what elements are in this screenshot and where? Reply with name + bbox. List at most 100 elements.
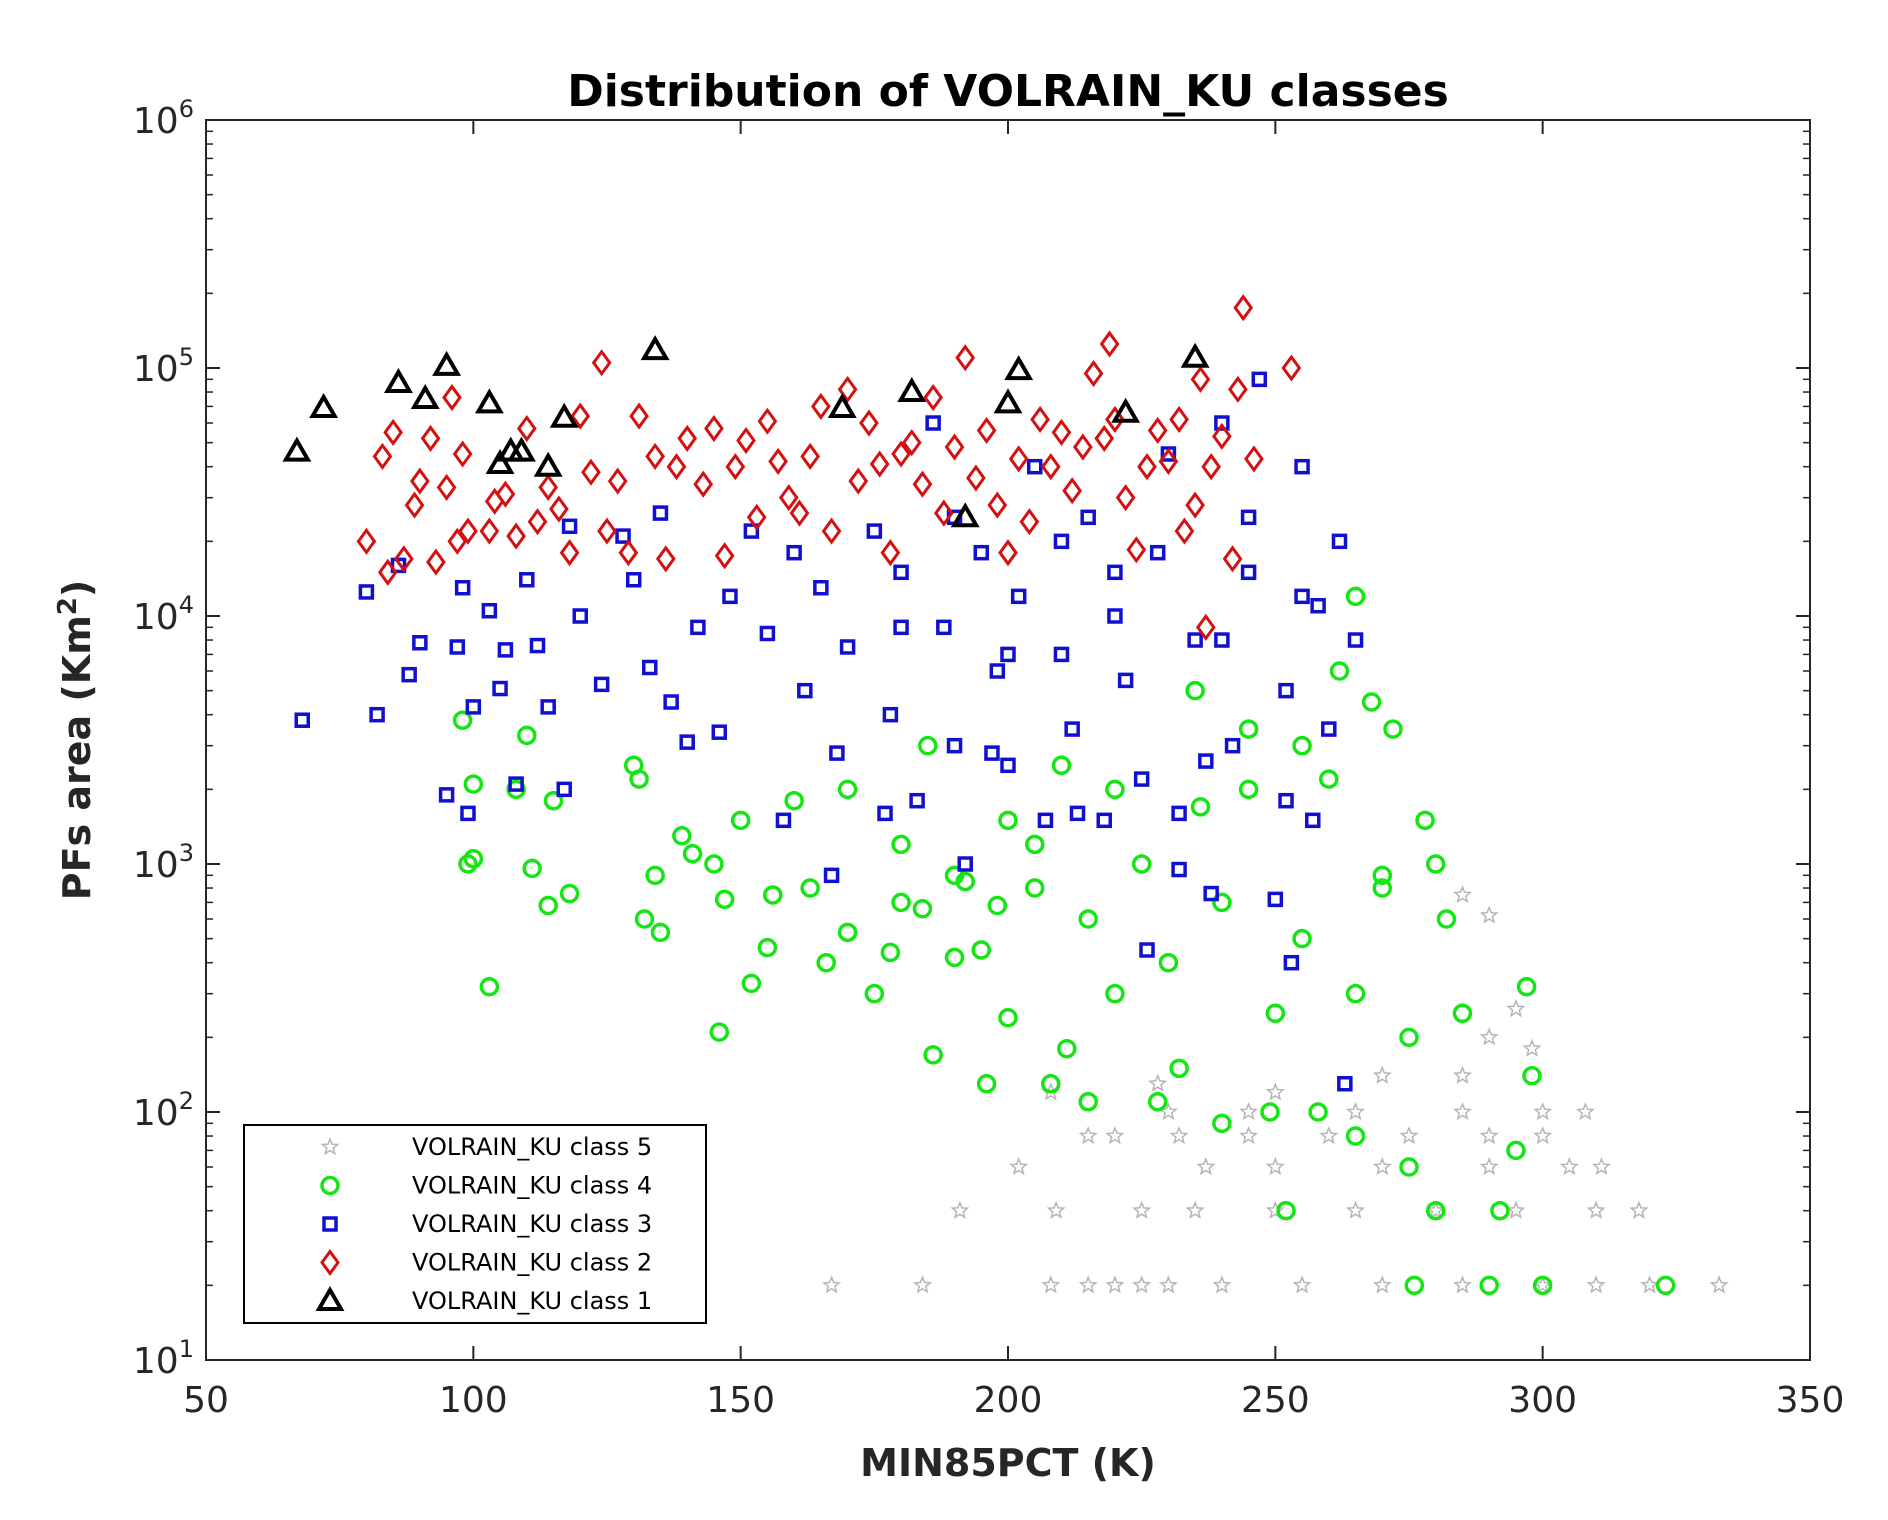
data-point-circle [1372,878,1393,898]
data-point-triangle [474,388,504,414]
data-point-diamond [848,467,869,495]
data-point-diamond [1147,416,1168,444]
data-point-circle [1452,1003,1473,1024]
series-square [294,371,1364,1092]
data-point-star [950,1200,970,1219]
data-point-star [1586,1200,1606,1219]
data-point-square [1240,509,1257,526]
data-point-star [1506,999,1526,1018]
data-point-square [722,588,738,605]
data-point-diamond [549,495,569,523]
data-point-diamond [1174,517,1195,545]
data-point-circle [1185,680,1205,701]
data-point-circle [1238,719,1259,739]
data-point-star [1196,1156,1216,1176]
data-point-star [1479,1125,1499,1145]
series-star [822,884,1729,1294]
data-point-square [1026,458,1043,475]
data-point-star [1345,1200,1366,1219]
data-point-circle [1425,1200,1446,1221]
data-point-triangle [309,392,339,418]
data-point-star [1132,1200,1152,1219]
data-point-diamond [645,442,665,470]
legend-label: VOLRAIN_KU class 5 [412,1133,652,1161]
data-point-diamond [693,470,714,498]
data-point-circle [1078,1091,1098,1112]
data-point-diamond [1126,536,1147,564]
data-point-circle [891,834,911,855]
data-point-diamond [1137,453,1157,481]
data-point-square [1139,942,1155,958]
data-point-star [1533,1125,1553,1145]
data-point-square [1069,805,1086,822]
data-point-square [1053,533,1070,550]
data-point-diamond [458,517,478,545]
data-point-square [984,745,1000,761]
data-point-circle [1490,1200,1510,1221]
data-point-square [1337,1075,1353,1092]
series-circle [452,586,1676,1296]
data-point-star [1372,1065,1392,1084]
data-point-circle [629,769,649,789]
data-point-square [893,564,909,581]
legend-label: VOLRAIN_KU class 1 [412,1287,652,1315]
data-point-diamond [811,392,831,420]
data-point-circle [837,922,858,943]
data-point-circle [559,883,580,904]
data-point-circle [923,1045,943,1065]
data-point-square [679,734,695,750]
data-point-diamond [581,458,601,486]
data-point-circle [800,878,820,898]
data-point-star [1591,1156,1612,1176]
legend-label: VOLRAIN_KU class 2 [412,1249,652,1277]
data-point-star [1709,1275,1729,1294]
data-point-square [882,706,899,723]
data-point-circle [1308,1102,1328,1122]
data-point-circle [463,848,484,869]
data-point-circle [506,779,526,800]
data-point-diamond [778,484,799,512]
data-point-circle [1383,719,1403,739]
data-point-circle [517,725,537,746]
y-tick-label: 105 [133,343,194,390]
data-point-square [401,666,417,683]
data-point-square [877,805,893,822]
x-axis-label: MIN85PCT (K) [860,1441,1156,1485]
data-point-diamond [420,424,441,452]
data-point-star [1452,1065,1473,1084]
data-point-diamond [377,558,398,586]
data-point-square [1331,533,1348,550]
data-point-square [540,699,556,715]
data-point-square [642,659,658,676]
data-point-diamond [559,539,580,567]
data-point-diamond [998,539,1018,567]
data-point-square [1133,771,1150,787]
data-point-diamond [757,407,778,435]
data-point-diamond [629,402,649,430]
data-point-square [663,694,679,710]
data-point-diamond [1040,453,1061,481]
data-point-square [925,415,941,431]
data-point-square [813,579,829,596]
data-point-diamond [527,508,548,536]
data-point-square [1000,646,1016,663]
legend: VOLRAIN_KU class 5 VOLRAIN_KU class 4 VOLR… [243,1124,707,1324]
data-point-circle [1522,1066,1542,1086]
data-point-circle [1532,1275,1553,1296]
data-point-circle [1078,909,1098,929]
data-point-diamond [987,491,1008,519]
data-point-square [1171,805,1187,822]
data-point-diamond [837,375,858,403]
data-point-circle [1260,1102,1280,1122]
series-diamond [356,294,1302,641]
data-point-diamond [859,409,879,437]
data-point-triangle [384,368,413,393]
data-point-diamond [591,349,612,377]
data-point-star [1212,1275,1232,1294]
data-point-diamond [1008,445,1029,473]
data-point-square [1214,415,1230,431]
data-point-circle [944,865,965,886]
data-point-star [822,1275,842,1294]
data-point-circle [452,710,473,730]
data-point-square [1224,737,1241,754]
